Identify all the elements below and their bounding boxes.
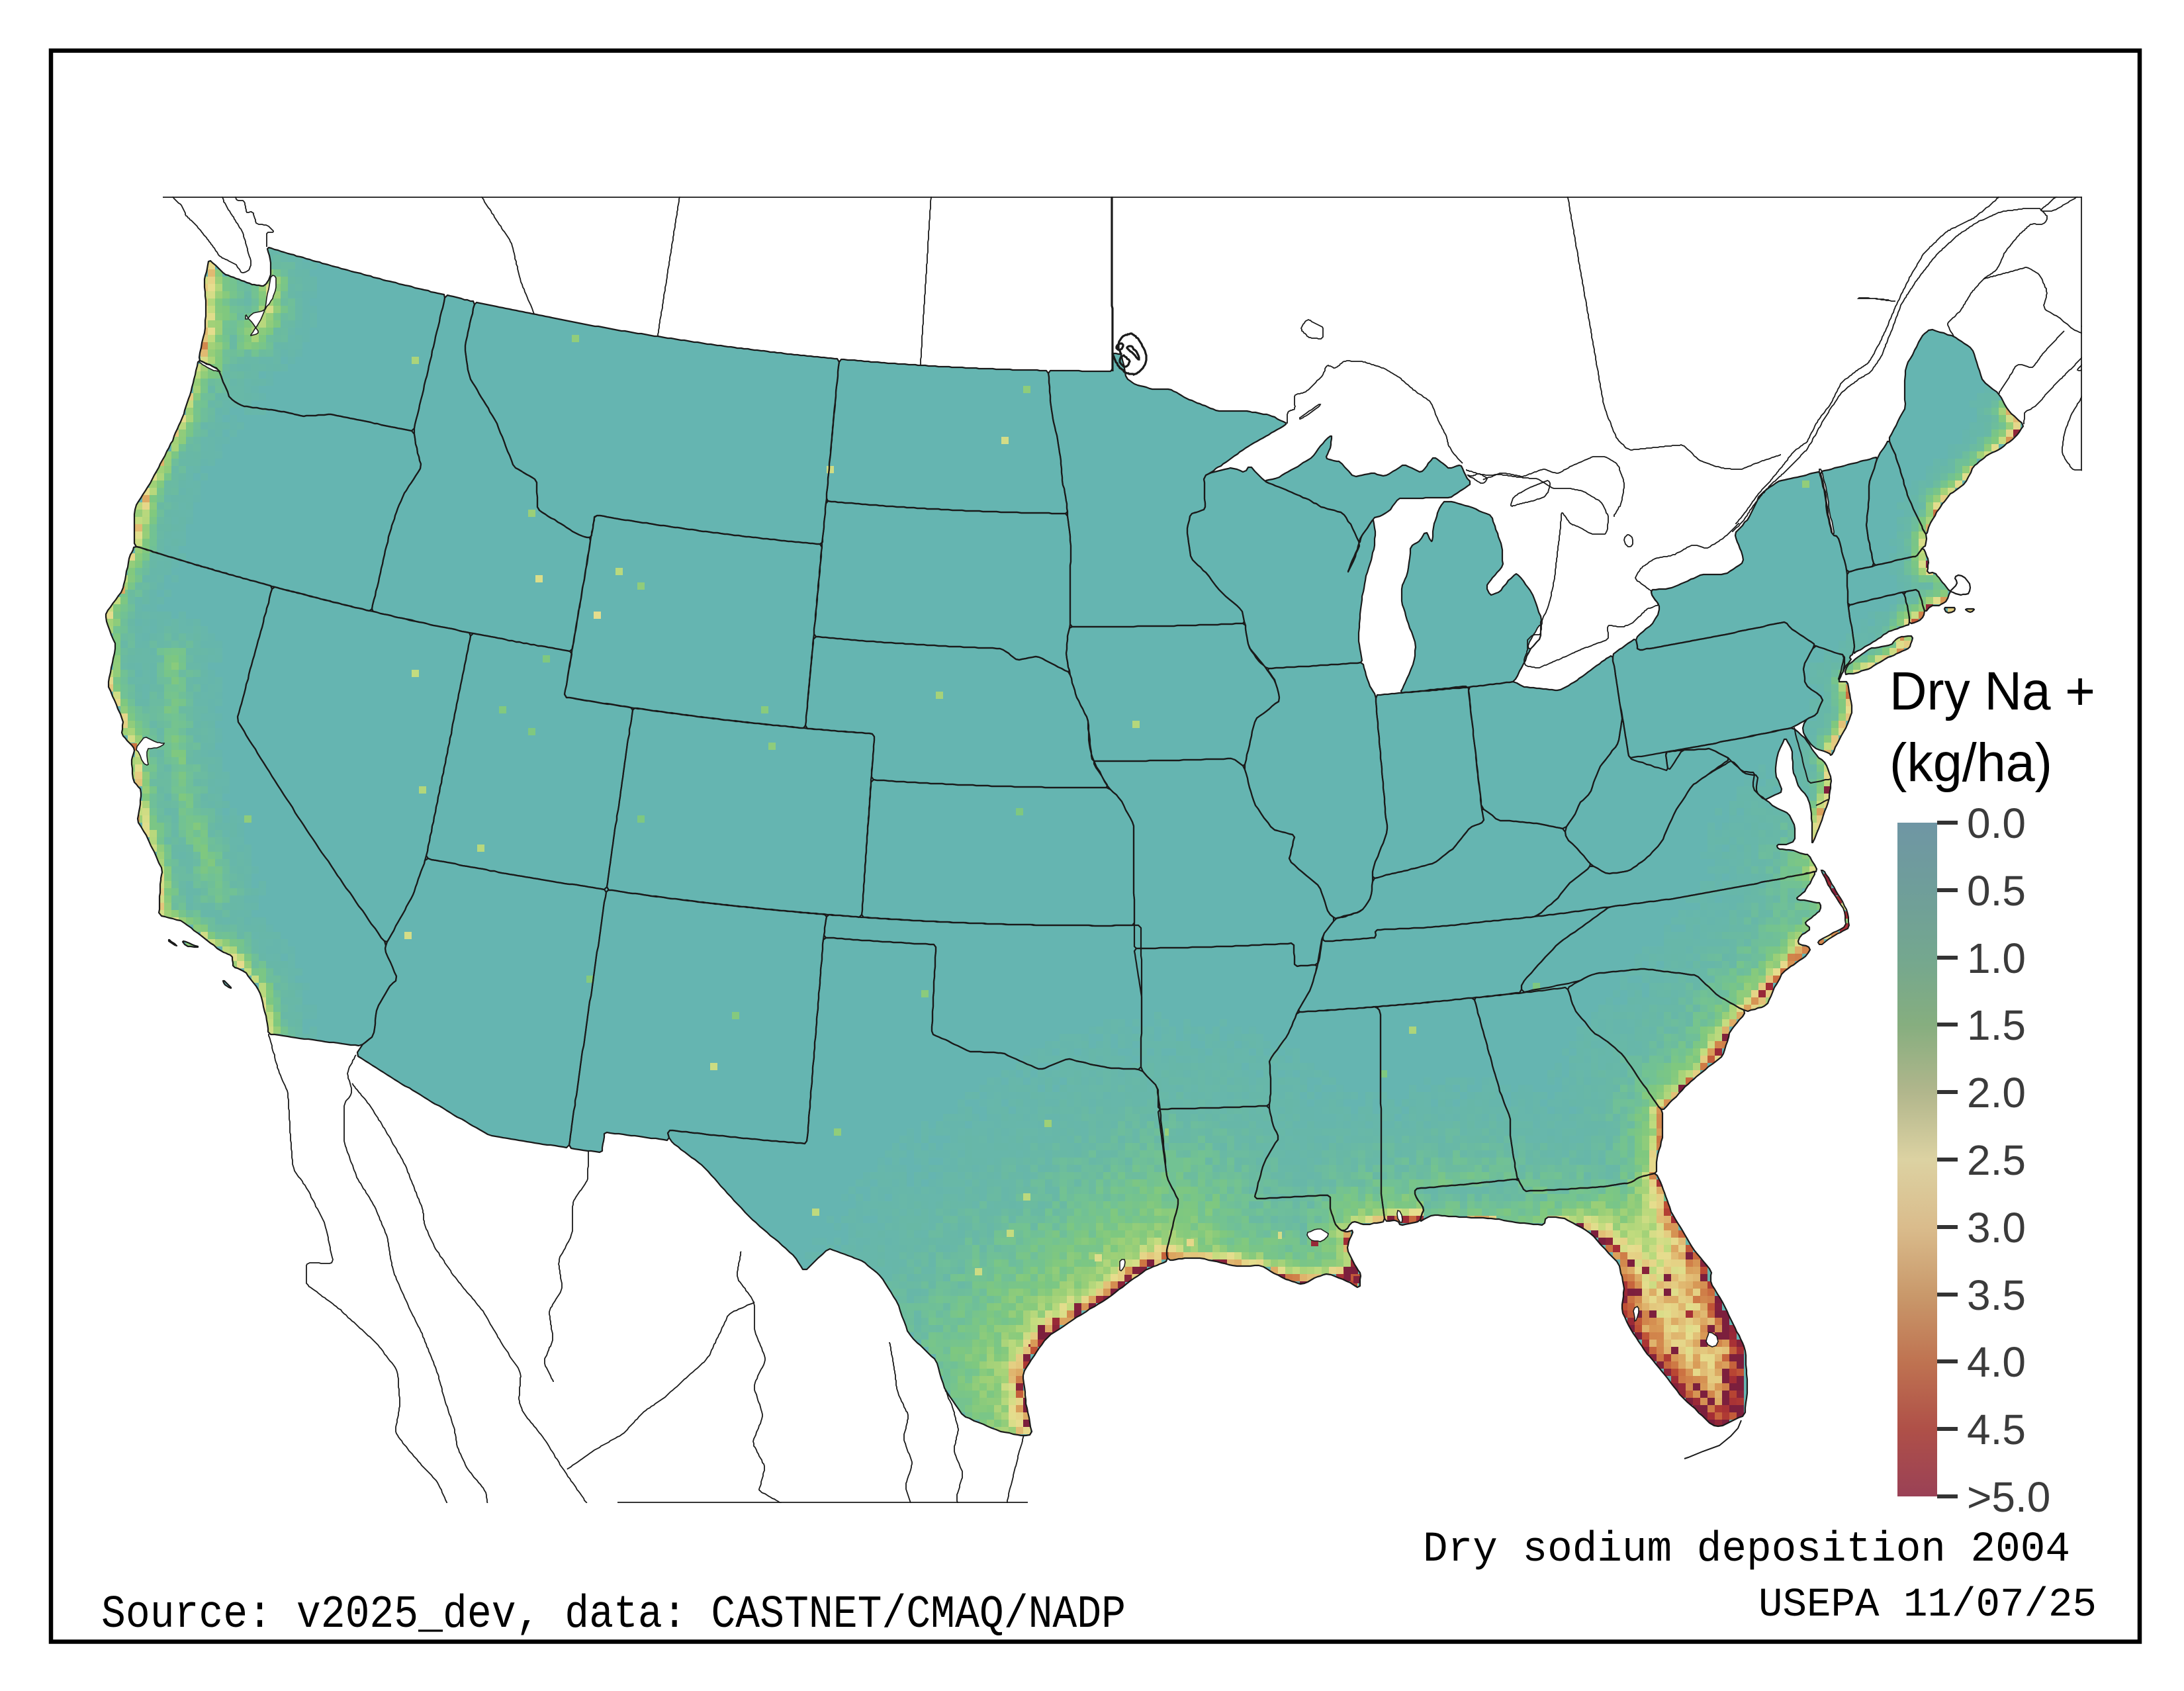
svg-text:0.0: 0.0 bbox=[1967, 800, 2026, 847]
svg-text:(kg/ha): (kg/ha) bbox=[1889, 733, 2052, 793]
svg-text:2.5: 2.5 bbox=[1967, 1136, 2026, 1184]
svg-text:1.0: 1.0 bbox=[1967, 935, 2026, 982]
svg-text:2.0: 2.0 bbox=[1967, 1069, 2026, 1117]
svg-text:4.0: 4.0 bbox=[1967, 1338, 2026, 1386]
svg-text:3.5: 3.5 bbox=[1967, 1271, 2026, 1319]
svg-text:0.5: 0.5 bbox=[1967, 867, 2026, 915]
svg-text:USEPA 11/07/25: USEPA 11/07/25 bbox=[1758, 1582, 2097, 1628]
svg-text:3.0: 3.0 bbox=[1967, 1204, 2026, 1252]
svg-text:>5.0: >5.0 bbox=[1967, 1473, 2050, 1521]
svg-text:1.5: 1.5 bbox=[1967, 1001, 2026, 1049]
svg-text:Dry sodium deposition 2004: Dry sodium deposition 2004 bbox=[1423, 1526, 2070, 1574]
svg-text:Source: v2025_dev, data: CASTN: Source: v2025_dev, data: CASTNET/CMAQ/NA… bbox=[101, 1589, 1126, 1641]
svg-text:Dry Na +: Dry Na + bbox=[1889, 661, 2095, 721]
svg-text:4.5: 4.5 bbox=[1967, 1406, 2026, 1453]
